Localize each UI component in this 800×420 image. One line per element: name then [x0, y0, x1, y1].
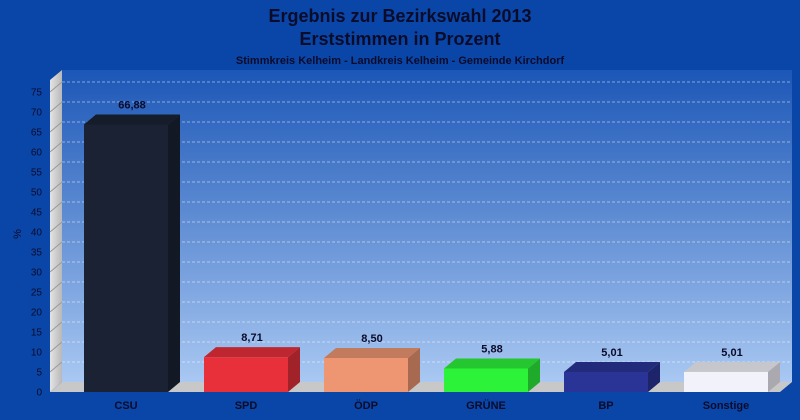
plot-back-wall [62, 70, 792, 382]
y-axis-label: % [12, 229, 24, 239]
bar-top [324, 348, 420, 358]
bar-top [84, 114, 180, 125]
y-tick-label: 15 [31, 328, 43, 339]
bar-top [564, 361, 660, 372]
y-tick-label: 75 [31, 88, 43, 99]
x-axis-ticks: CSU SPD ÖDP GRÜNE BP Sonstige [114, 399, 749, 412]
bar-front [204, 357, 288, 392]
y-tick-label: 60 [31, 148, 43, 159]
bar-side [648, 361, 660, 392]
bar-front [684, 371, 768, 392]
bar: 5,88 [444, 343, 540, 392]
x-tick-label: BP [598, 400, 613, 412]
gridline-side [49, 101, 63, 113]
gridline-side [49, 301, 63, 313]
chart-subtitle: Stimmkreis Kelheim - Landkreis Kelheim -… [236, 55, 565, 67]
y-tick-label: 10 [31, 348, 43, 359]
bar: 8,71 [204, 332, 300, 392]
gridline-side [49, 221, 63, 233]
data-label: 8,71 [241, 332, 262, 344]
x-tick-label: CSU [114, 400, 137, 412]
bar: 8,50 [324, 333, 420, 392]
x-tick-label: ÖDP [354, 399, 378, 412]
bar-side [768, 361, 780, 392]
gridline-side [49, 241, 63, 253]
bar: 5,01 [684, 347, 780, 392]
gridline-side [49, 261, 63, 273]
plot-left-wall [50, 70, 62, 392]
gridline-side [49, 121, 63, 133]
data-label: 5,01 [721, 347, 742, 359]
bar: 5,01 [564, 347, 660, 392]
gridline-side [49, 341, 63, 353]
gridlines [49, 81, 792, 373]
gridline-side [49, 181, 63, 193]
bar-side [288, 347, 300, 392]
gridline-side [49, 361, 63, 373]
y-tick-label: 40 [31, 228, 43, 239]
x-tick-label: SPD [235, 400, 258, 412]
y-tick-label: 25 [31, 288, 43, 299]
chart-title: Ergebnis zur Bezirkswahl 2013 [268, 6, 531, 26]
y-tick-label: 5 [36, 368, 42, 379]
gridline-side [49, 161, 63, 173]
y-tick-label: 20 [31, 308, 43, 319]
y-tick-label: 30 [31, 268, 43, 279]
data-label: 8,50 [361, 333, 382, 345]
data-label: 5,88 [481, 343, 502, 355]
bars: 66,88 8,71 8,50 5,88 5,01 5,01 [84, 99, 780, 392]
chart-title-line2: Erststimmen in Prozent [299, 29, 500, 49]
y-tick-label: 70 [31, 108, 43, 119]
bar-top [204, 347, 300, 358]
y-tick-label: 65 [31, 128, 43, 139]
bar-front [444, 368, 528, 392]
x-tick-label: GRÜNE [466, 399, 506, 412]
data-label: 5,01 [601, 347, 622, 359]
gridline-side [49, 201, 63, 213]
y-tick-label: 45 [31, 208, 43, 219]
gridline-side [49, 321, 63, 333]
bar-top [684, 361, 780, 372]
bar-front [324, 358, 408, 392]
y-tick-label: 35 [31, 248, 43, 259]
gridline-side [49, 141, 63, 153]
x-tick-label: Sonstige [703, 400, 749, 412]
bar-side [408, 348, 420, 392]
bar-front [84, 124, 168, 392]
y-tick-label: 50 [31, 188, 43, 199]
bar-front [564, 371, 648, 392]
y-tick-label: 0 [36, 388, 42, 399]
gridline-side [49, 281, 63, 293]
y-axis-ticks: 0 5 10 15 20 25 30 35 40 45 50 55 60 65 70 75 [31, 88, 43, 399]
gridline-side [49, 81, 63, 93]
bar-top [444, 358, 540, 369]
y-tick-label: 55 [31, 168, 43, 179]
bar-side [168, 114, 180, 392]
bar: 66,88 [84, 99, 180, 392]
data-label: 66,88 [118, 99, 146, 111]
bar-side [528, 358, 540, 392]
